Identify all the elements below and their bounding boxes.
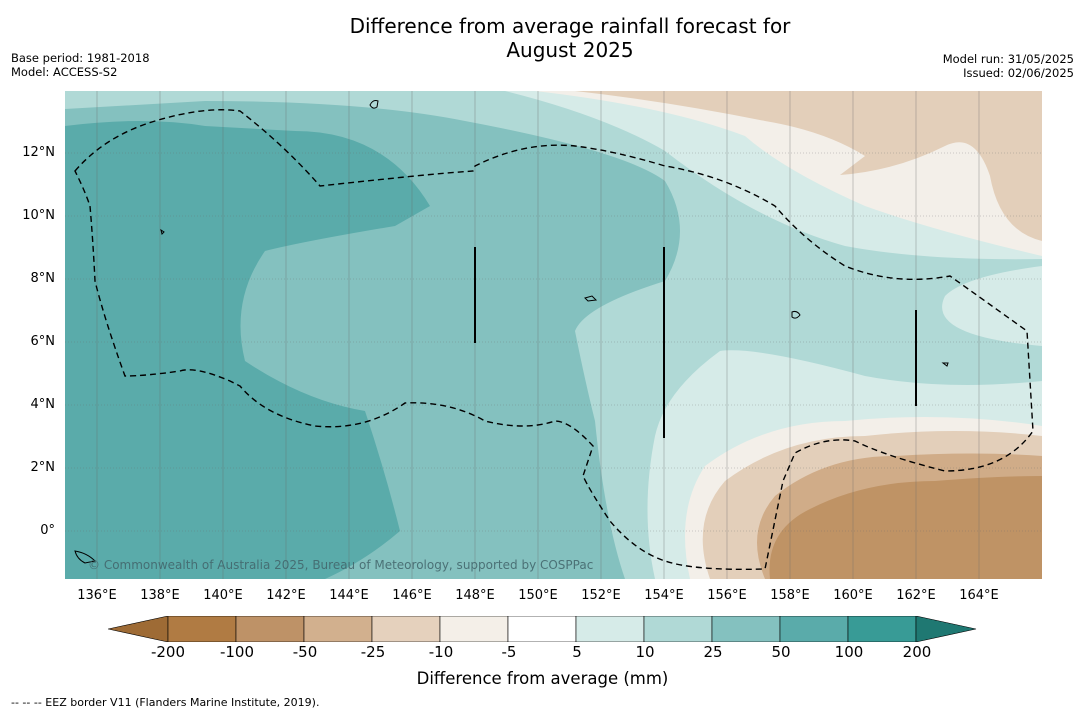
island-east bbox=[791, 310, 801, 319]
colorbar-label: 200 bbox=[902, 643, 932, 661]
map-title-line1: Difference from average rainfall forecas… bbox=[349, 14, 791, 38]
colorbar-segment bbox=[303, 616, 373, 642]
map-title-line2: August 2025 bbox=[506, 38, 634, 62]
lon-label-136e: 136°E bbox=[77, 588, 117, 603]
colorbar-segment bbox=[439, 616, 509, 642]
run-info: Model run: 31/05/2025 Issued: 02/06/2025 bbox=[943, 52, 1074, 80]
lon-label-160e: 160°E bbox=[833, 588, 873, 603]
colorbar-label: -25 bbox=[360, 643, 386, 661]
map-canvas bbox=[65, 91, 1042, 579]
colorbar-segment bbox=[711, 616, 781, 642]
colorbar-segment bbox=[167, 616, 237, 642]
colorbar-label: 5 bbox=[572, 643, 582, 661]
model-name: Model: ACCESS-S2 bbox=[11, 65, 118, 79]
colorbar-title: Difference from average (mm) bbox=[416, 669, 669, 688]
colorbar-arrow-low bbox=[108, 616, 169, 642]
lat-label-10n: 10°N bbox=[22, 208, 55, 223]
island-small bbox=[941, 362, 949, 367]
colorbar-label: -10 bbox=[428, 643, 454, 661]
model-info: Base period: 1981-2018 Model: ACCESS-S2 bbox=[11, 51, 150, 79]
colorbar-label: -5 bbox=[501, 643, 517, 661]
region-dry-light-north bbox=[575, 91, 1042, 241]
island-sw bbox=[74, 550, 97, 564]
lat-label-12n: 12°N bbox=[22, 145, 55, 160]
island-chain bbox=[584, 295, 598, 302]
lat-label-2n: 2°N bbox=[30, 460, 56, 475]
rainfall-map bbox=[65, 91, 1042, 579]
model-run-date: Model run: 31/05/2025 bbox=[942, 52, 1074, 66]
copyright-text: © Commonwealth of Australia 2025, Bureau… bbox=[88, 558, 594, 572]
island-west bbox=[160, 228, 165, 235]
colorbar-arrow-high bbox=[915, 616, 977, 642]
colorbar bbox=[108, 616, 977, 642]
lon-label-156e: 156°E bbox=[707, 588, 747, 603]
lon-label-144e: 144°E bbox=[329, 588, 369, 603]
lon-label-158e: 158°E bbox=[770, 588, 810, 603]
colorbar-segment bbox=[507, 616, 577, 642]
colorbar-segment bbox=[235, 616, 305, 642]
lat-label-4n: 4°N bbox=[30, 397, 56, 412]
lon-label-146e: 146°E bbox=[392, 588, 432, 603]
lon-label-148e: 148°E bbox=[455, 588, 495, 603]
lon-label-140e: 140°E bbox=[203, 588, 243, 603]
lat-label-6n: 6°N bbox=[30, 334, 56, 349]
coastlines bbox=[74, 100, 949, 564]
colorbar-label: -100 bbox=[219, 643, 255, 661]
vertical-markers bbox=[474, 247, 917, 438]
issued-date: Issued: 02/06/2025 bbox=[963, 66, 1074, 80]
colorbar-label: 25 bbox=[703, 643, 723, 661]
colorbar-segment bbox=[643, 616, 713, 642]
colorbar-segment bbox=[371, 616, 441, 642]
lon-label-164e: 164°E bbox=[959, 588, 999, 603]
base-period: Base period: 1981-2018 bbox=[11, 51, 150, 65]
map-gridlines bbox=[65, 91, 1042, 579]
lon-label-142e: 142°E bbox=[266, 588, 306, 603]
lat-label-8n: 8°N bbox=[30, 271, 56, 286]
eez-border bbox=[74, 109, 1034, 571]
eez-border-west bbox=[74, 109, 1034, 571]
lon-label-152e: 152°E bbox=[581, 588, 621, 603]
lon-label-154e: 154°E bbox=[644, 588, 684, 603]
lat-label-0: 0° bbox=[40, 523, 55, 538]
colorbar-segment bbox=[575, 616, 645, 642]
colorbar-segment bbox=[847, 616, 917, 642]
colorbar-label: 10 bbox=[635, 643, 655, 661]
eez-footnote: -- -- -- EEZ border V11 (Flanders Marine… bbox=[11, 696, 320, 709]
region-dry-dark-south bbox=[769, 476, 1042, 579]
lon-label-138e: 138°E bbox=[140, 588, 180, 603]
colorbar-label: -50 bbox=[292, 643, 318, 661]
lon-label-150e: 150°E bbox=[518, 588, 558, 603]
colorbar-label: 50 bbox=[771, 643, 791, 661]
map-title: Difference from average rainfall forecas… bbox=[0, 14, 1085, 62]
colorbar-segment bbox=[779, 616, 849, 642]
colorbar-label: -200 bbox=[150, 643, 186, 661]
colorbar-label: 100 bbox=[834, 643, 864, 661]
lon-label-162e: 162°E bbox=[896, 588, 936, 603]
island-north bbox=[369, 100, 379, 109]
